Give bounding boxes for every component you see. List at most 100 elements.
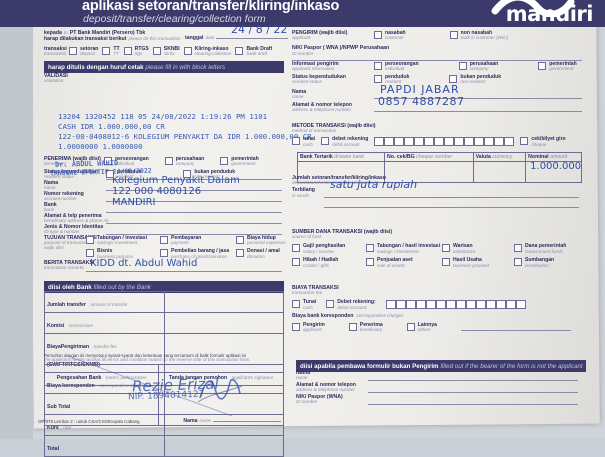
- checkbox-box-icon[interactable]: [220, 157, 229, 165]
- checkbox-option[interactable]: pemerintah government: [538, 61, 577, 72]
- beneficiary-field-input[interactable]: [106, 192, 282, 202]
- checkbox-box-icon[interactable]: [160, 236, 168, 244]
- beneficiary-field-input[interactable]: [106, 203, 282, 213]
- pengirim-address-input-line[interactable]: [374, 103, 582, 112]
- checkbox-option[interactable]: bukan penduduk non resident: [183, 169, 235, 180]
- checkbox-option[interactable]: Pembelian barang / jasa purchase of good…: [160, 248, 236, 259]
- checkbox-option[interactable]: Warisan inheritance: [442, 243, 514, 254]
- checkbox-box-icon[interactable]: [366, 244, 374, 253]
- checkbox-option[interactable]: Donasi / amal donation: [236, 248, 296, 259]
- checkbox-option[interactable]: Hibah / Hadiah Grants / gifts: [292, 258, 366, 268]
- checkbox-box-icon[interactable]: [514, 258, 522, 267]
- checkbox-box-icon[interactable]: [164, 157, 173, 165]
- checkbox-box-icon[interactable]: [123, 47, 132, 55]
- checkbox-box-icon[interactable]: [292, 322, 300, 331]
- checkbox-option[interactable]: Tabungan / hasil investasi savings / inv…: [366, 243, 442, 254]
- checkbox-option[interactable]: perseorangan individual: [104, 156, 149, 167]
- checkbox-option[interactable]: cek/bilyet giro cheque: [520, 136, 566, 147]
- checkbox-option[interactable]: Kliring-inkaso clearing-collection: [183, 46, 231, 57]
- beneficiary-field-input[interactable]: [106, 181, 282, 191]
- checkbox-box-icon[interactable]: [236, 236, 244, 244]
- checkbox-box-icon[interactable]: [292, 244, 300, 253]
- checkbox-option[interactable]: Bisnis business purpose: [86, 248, 160, 259]
- checkbox-box-icon[interactable]: [458, 62, 467, 70]
- checkbox-option[interactable]: penduduk resident: [106, 169, 141, 180]
- checkbox-option[interactable]: Hasil Usaha business proceed: [442, 258, 514, 268]
- cheque-table-cell[interactable]: 1.000.000: [525, 161, 582, 183]
- checkbox-option[interactable]: RTGS rtgs: [123, 46, 149, 57]
- checkbox-box-icon[interactable]: [102, 47, 111, 55]
- checkbox-box-icon[interactable]: [442, 258, 450, 267]
- checkbox-option[interactable]: setoran deposit: [69, 46, 98, 57]
- checkbox-option[interactable]: perusahaan company: [164, 156, 204, 167]
- checkbox-option[interactable]: Lainnya others: [406, 322, 437, 333]
- checkbox-box-icon[interactable]: [514, 244, 522, 253]
- checkbox-option[interactable]: bukan penduduk non resident: [449, 74, 501, 85]
- koresponden-other-line[interactable]: [460, 323, 571, 331]
- checkbox-box-icon[interactable]: [86, 249, 94, 258]
- checkbox-option[interactable]: perusahaan company: [458, 61, 498, 72]
- berita-input-line[interactable]: [86, 261, 282, 272]
- checkbox-option[interactable]: Bank Draft bank draft: [235, 46, 272, 57]
- checkbox-option[interactable]: Pembayaran payment: [160, 235, 236, 246]
- bank-auth-signature-cell[interactable]: [43, 385, 160, 426]
- fee-account-boxes[interactable]: [385, 300, 526, 310]
- checkbox-option[interactable]: nasabah customer: [374, 30, 406, 41]
- checkbox-box-icon[interactable]: [104, 157, 112, 165]
- checkbox-box-icon[interactable]: [321, 137, 330, 146]
- bearer-field-input[interactable]: [368, 371, 578, 381]
- beneficiary-field-input[interactable]: [106, 225, 282, 235]
- checkbox-box-icon[interactable]: [374, 62, 382, 70]
- checkbox-box-icon[interactable]: [538, 62, 547, 70]
- checkbox-option[interactable]: Tabungan / investasi savings/ investment: [86, 235, 160, 246]
- applicant-signature-cell[interactable]: Nama name: [158, 385, 284, 426]
- date-field[interactable]: tanggal date 24 / 8 / 22: [185, 23, 289, 41]
- checkbox-option[interactable]: SKNBI sknbi: [152, 46, 180, 57]
- checkbox-option[interactable]: Penjualan aset sale of assets: [366, 258, 442, 268]
- checkbox-box-icon[interactable]: [292, 258, 300, 267]
- terbilang-line-1[interactable]: [324, 188, 579, 199]
- checkbox-box-icon[interactable]: [106, 170, 114, 178]
- checkbox-box-icon[interactable]: [406, 322, 415, 331]
- checkbox-box-icon[interactable]: [374, 31, 382, 39]
- checkbox-box-icon[interactable]: [374, 75, 382, 83]
- checkbox-option[interactable]: Pengirim applicant: [292, 322, 325, 333]
- bank-fill-value-cell[interactable]: [163, 312, 285, 334]
- checkbox-box-icon[interactable]: [292, 300, 300, 309]
- cheque-table-cell[interactable]: [296, 161, 386, 183]
- terbilang-line-2[interactable]: [324, 198, 579, 209]
- checkbox-option[interactable]: Dana pemerintah Government funds: [514, 243, 584, 254]
- checkbox-box-icon[interactable]: [235, 47, 244, 55]
- checkbox-option[interactable]: penduduk resident: [374, 74, 409, 85]
- checkbox-option[interactable]: Gaji/ penghasilan salary / income: [292, 243, 366, 254]
- checkbox-option[interactable]: tunai cash: [292, 136, 315, 147]
- checkbox-box-icon[interactable]: [160, 249, 168, 258]
- checkbox-box-icon[interactable]: [449, 31, 458, 39]
- checkbox-option[interactable]: debet rekening debit account: [321, 136, 368, 147]
- date-input-line[interactable]: [216, 32, 289, 39]
- bearer-field-input[interactable]: [368, 383, 578, 393]
- checkbox-option[interactable]: Penerima beneficiary: [348, 322, 383, 333]
- checkbox-box-icon[interactable]: [326, 300, 335, 309]
- signature-name-line[interactable]: [213, 416, 281, 422]
- checkbox-box-icon[interactable]: [86, 236, 94, 244]
- checkbox-box-icon[interactable]: [183, 170, 192, 178]
- checkbox-box-icon[interactable]: [183, 47, 192, 55]
- checkbox-box-icon[interactable]: [449, 75, 458, 83]
- pengirim-id-input-line[interactable]: [292, 57, 582, 61]
- checkbox-option[interactable]: pemerintah government: [220, 156, 259, 167]
- beneficiary-field-input[interactable]: [106, 170, 282, 180]
- checkbox-box-icon[interactable]: [152, 47, 161, 55]
- cheque-table-cell[interactable]: [384, 161, 474, 183]
- bearer-field-input[interactable]: [368, 395, 578, 405]
- checkbox-option[interactable]: non nasabah walk in customer (WIC): [449, 30, 508, 41]
- account-number-boxes[interactable]: [374, 137, 515, 147]
- checkbox-box-icon[interactable]: [348, 322, 357, 331]
- checkbox-box-icon[interactable]: [366, 258, 374, 267]
- bank-fill-value-cell[interactable]: [163, 291, 285, 313]
- checkbox-option[interactable]: perseorangan individual: [374, 61, 419, 72]
- checkbox-option[interactable]: Biaya hidup personal expenses: [236, 235, 296, 246]
- checkbox-option[interactable]: Tunai cash: [292, 299, 316, 310]
- checkbox-option[interactable]: Sumbangan contribution: [514, 258, 584, 268]
- pengirim-name-input-line[interactable]: [374, 90, 582, 99]
